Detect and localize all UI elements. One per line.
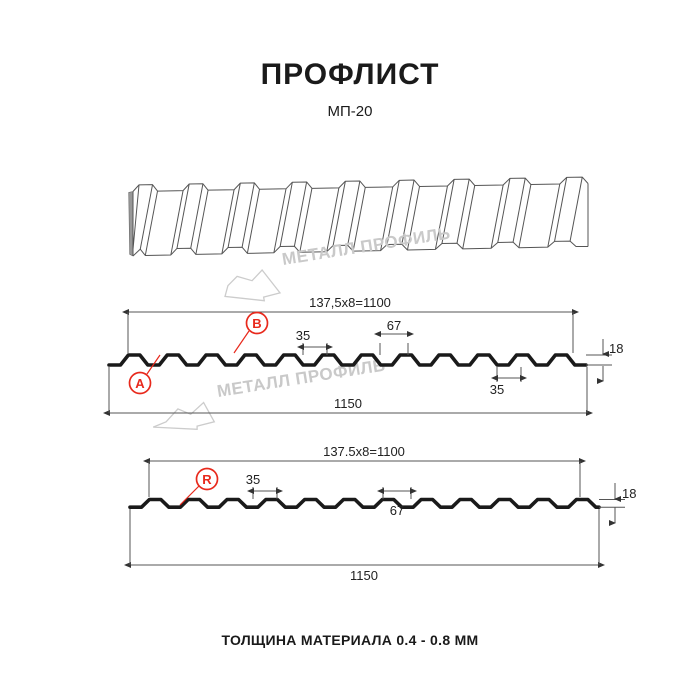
svg-text:B: B — [252, 316, 261, 331]
svg-text:МЕТАЛЛ ПРОФИЛЬ: МЕТАЛЛ ПРОФИЛЬ — [281, 224, 452, 269]
svg-text:67: 67 — [390, 503, 404, 518]
svg-text:35: 35 — [490, 382, 504, 397]
svg-text:18: 18 — [609, 341, 623, 356]
svg-text:35: 35 — [246, 472, 260, 487]
svg-text:1150: 1150 — [350, 568, 378, 583]
svg-text:1150: 1150 — [334, 396, 362, 411]
svg-text:18: 18 — [622, 486, 636, 501]
svg-text:137,5x8=1100: 137,5x8=1100 — [309, 295, 391, 310]
svg-text:137.5x8=1100: 137.5x8=1100 — [323, 444, 405, 459]
svg-text:67: 67 — [387, 318, 401, 333]
svg-text:R: R — [202, 472, 212, 487]
svg-text:35: 35 — [296, 328, 310, 343]
svg-text:A: A — [135, 376, 145, 391]
